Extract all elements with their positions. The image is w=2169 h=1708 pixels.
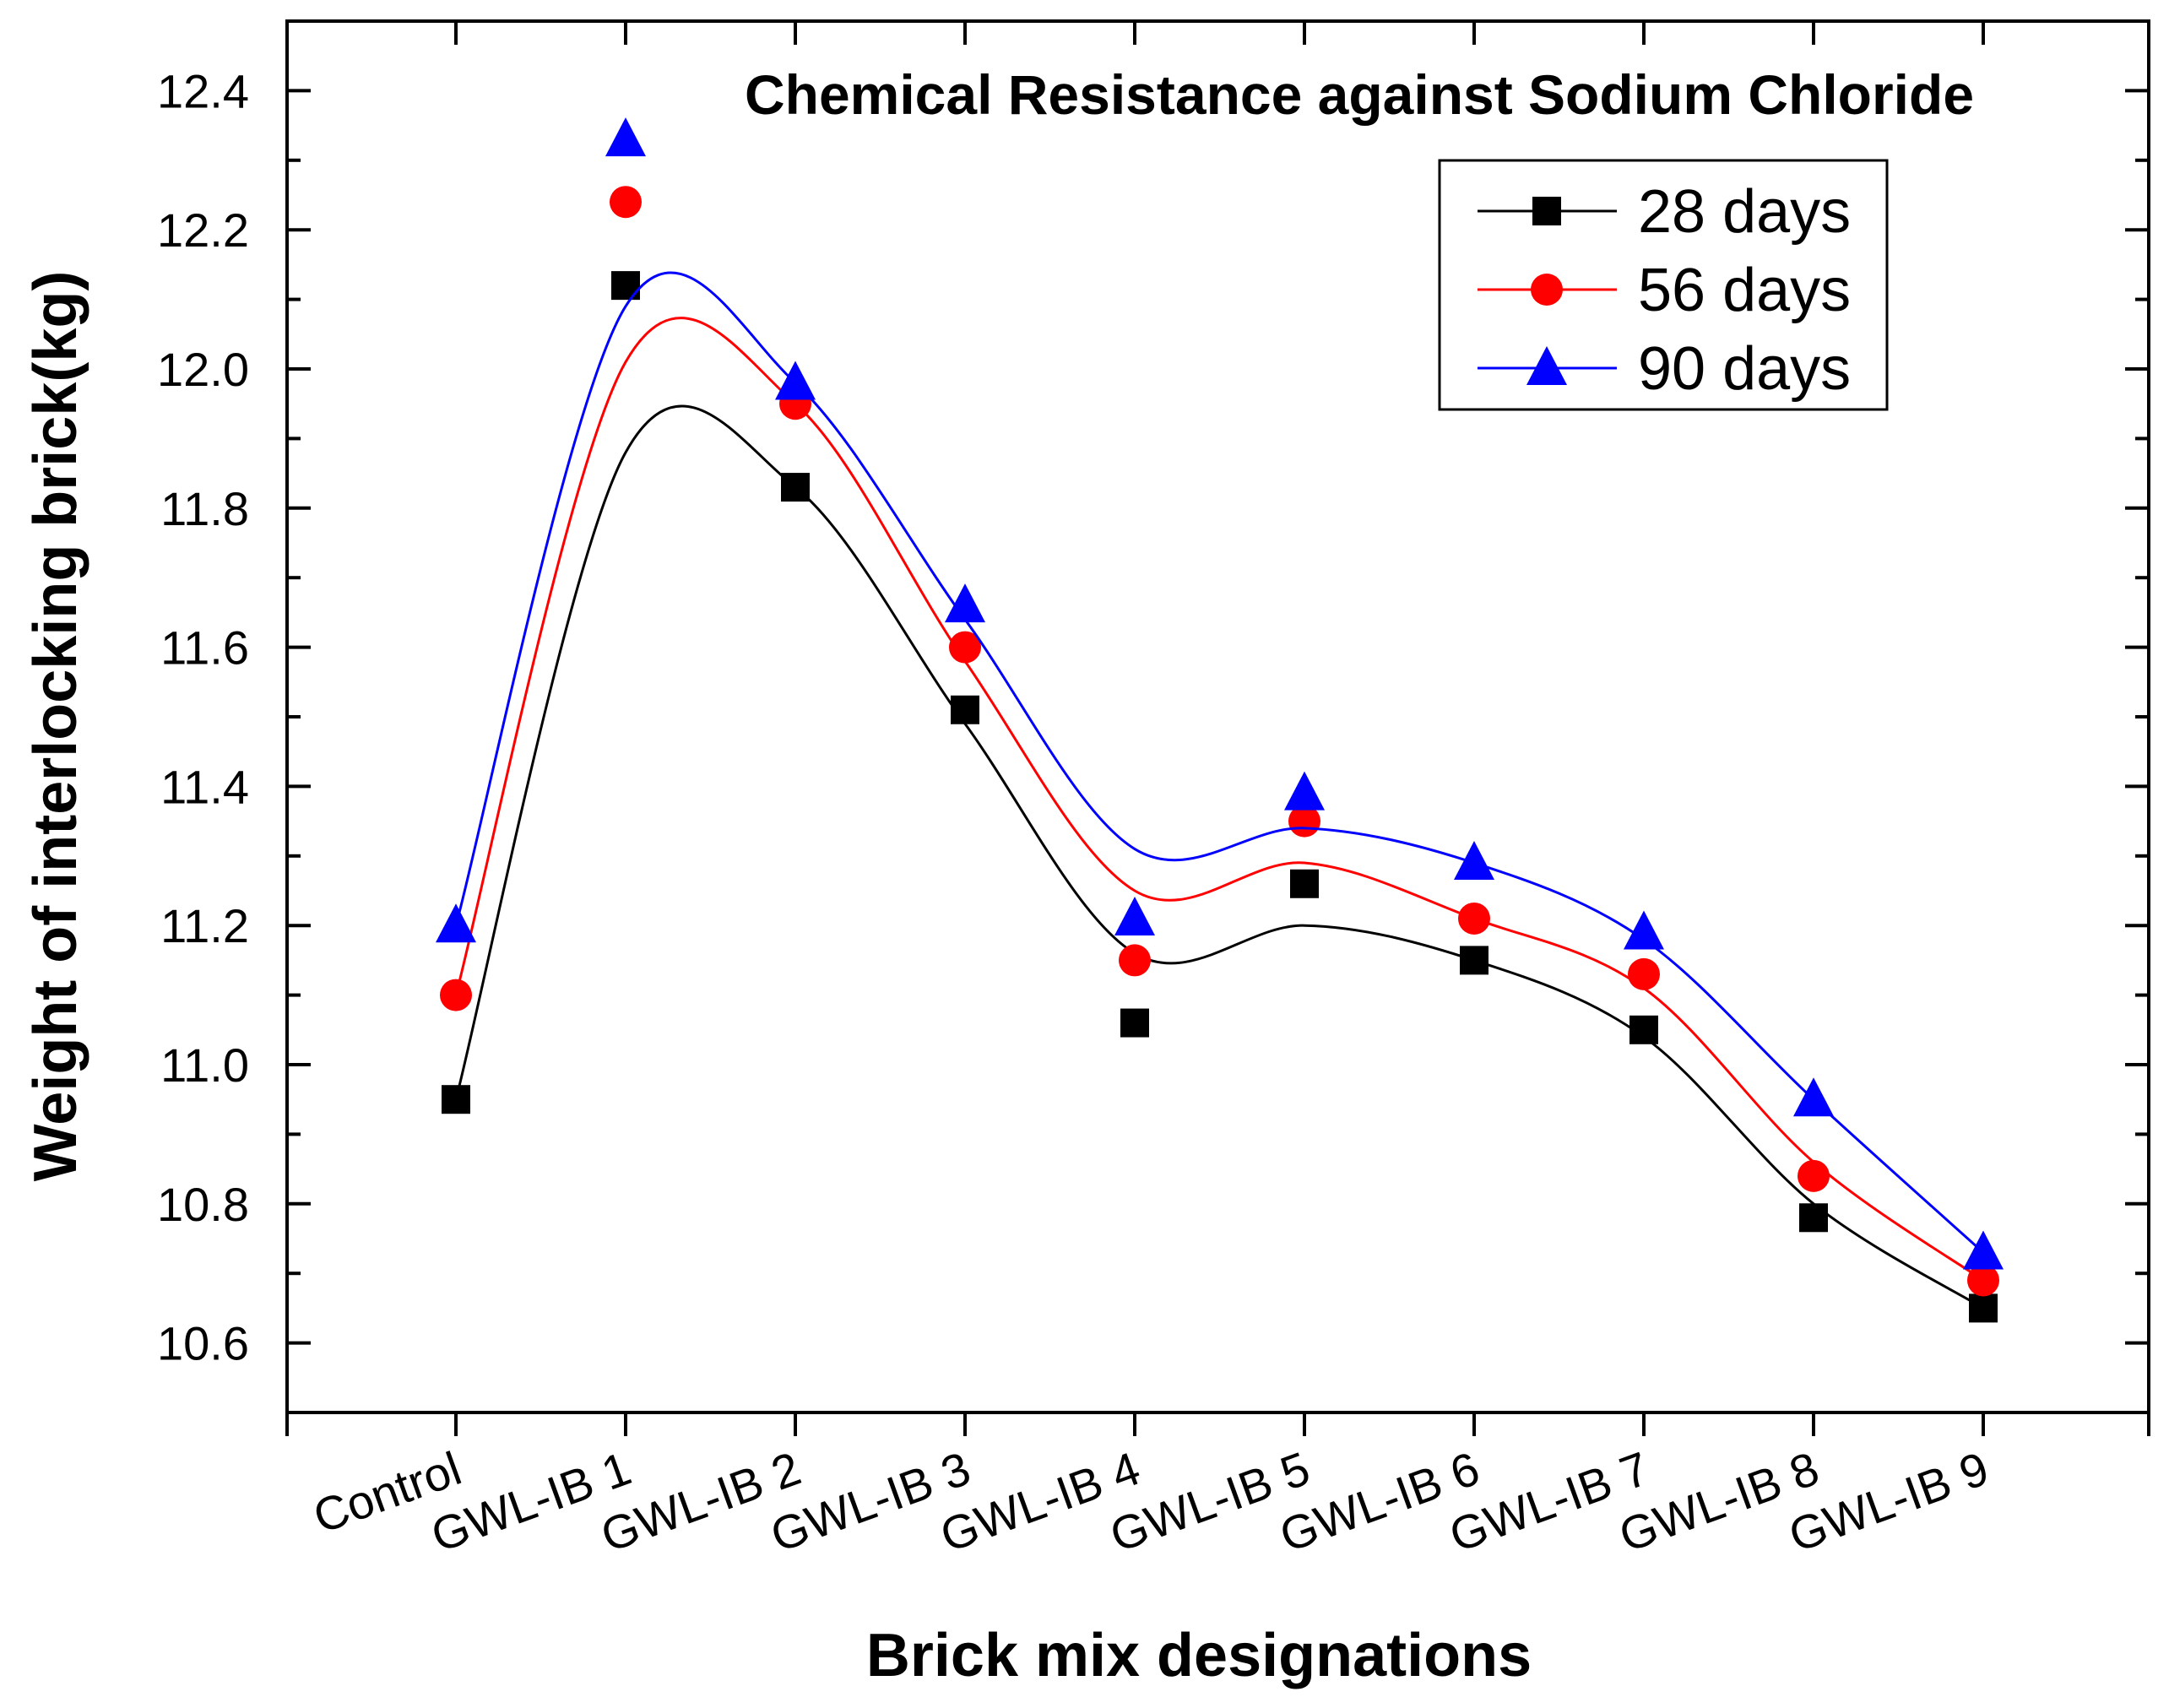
x-tick-label: GWL-IB 9 (1782, 1441, 1996, 1562)
legend-label: 90 days (1638, 335, 1851, 403)
data-point (605, 117, 646, 157)
data-point (436, 903, 476, 943)
data-point (775, 361, 816, 400)
y-tick-label: 12.0 (157, 343, 249, 396)
data-point (1120, 1008, 1149, 1038)
data-point (1798, 1159, 1830, 1192)
data-point (1458, 902, 1490, 935)
data-point (1963, 1230, 2004, 1270)
y-tick-label: 11.0 (160, 1038, 249, 1092)
data-point (1624, 910, 1664, 950)
legend-marker (1532, 197, 1561, 225)
series-line (454, 271, 1985, 1254)
data-point (442, 1085, 470, 1114)
y-axis-title: Weight of interlocking brick(kg) (22, 271, 89, 1182)
data-point (1628, 957, 1660, 990)
chart-title: Chemical Resistance against Sodium Chlor… (745, 63, 1974, 126)
data-point (1793, 1077, 1834, 1117)
legend: 28 days 56 days 90 days (1438, 159, 1889, 411)
data-point (949, 631, 981, 664)
data-point (951, 695, 979, 724)
data-point (610, 186, 642, 219)
legend-marker (1531, 274, 1563, 306)
data-point (945, 583, 985, 623)
data-point (781, 473, 810, 502)
x-axis-title: Brick mix designations (866, 1622, 1532, 1689)
series-layer (436, 117, 2004, 1323)
series-90-days (436, 117, 2004, 1270)
y-tick-label: 11.6 (160, 621, 249, 675)
data-point (1967, 1264, 1999, 1297)
series-line (454, 317, 1984, 1282)
y-tick-label: 10.8 (157, 1178, 249, 1231)
y-tick-label: 11.8 (160, 482, 249, 535)
legend-label: 28 days (1638, 178, 1851, 246)
data-point (1119, 944, 1151, 977)
data-point (1799, 1203, 1828, 1233)
y-tick-label: 11.4 (160, 760, 249, 813)
data-point (1284, 771, 1325, 811)
y-tick-label: 12.2 (157, 203, 249, 257)
legend-marker (1526, 346, 1567, 385)
data-point (440, 979, 472, 1011)
y-tick-label: 12.4 (157, 64, 249, 117)
y-tick-label: 11.2 (160, 899, 249, 952)
series-28-days (442, 271, 1998, 1323)
data-point (1454, 841, 1494, 881)
series-line (454, 404, 1984, 1309)
data-point (1114, 896, 1155, 935)
y-axis: 10.6 10.8 11.0 11.2 11.4 11.6 11.8 12.0 12.2 12.4 (157, 19, 2149, 1414)
data-point (1969, 1293, 1998, 1323)
data-point (1629, 1015, 1658, 1044)
data-point (1460, 946, 1488, 975)
y-tick-label: 10.6 (157, 1317, 249, 1370)
data-point (611, 271, 640, 301)
data-point (1290, 869, 1319, 898)
legend-label: 56 days (1638, 257, 1851, 324)
